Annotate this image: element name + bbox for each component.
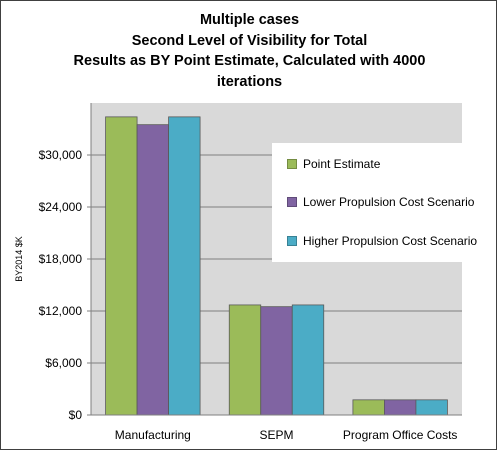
bars xyxy=(105,116,448,416)
legend-label-lower-propulsion: Lower Propulsion Cost Scenario xyxy=(303,195,475,209)
y-tick-label: $12,000 xyxy=(39,304,83,318)
bar-sepm-series-3 xyxy=(291,304,325,416)
bar-manufacturing-series-1 xyxy=(105,116,138,416)
y-tick-label: $18,000 xyxy=(39,252,83,266)
x-tick-label: SEPM xyxy=(259,428,293,442)
x-tick-label: Program Office Costs xyxy=(343,428,457,442)
legend: Point Estimate Lower Propulsion Cost Sce… xyxy=(272,143,484,262)
title-line-2: Second Level of Visibility for Total xyxy=(131,32,368,49)
y-tick-label: $30,000 xyxy=(39,148,83,162)
bar-program-office-costs-series-2 xyxy=(384,399,417,416)
legend-swatch-lower-propulsion xyxy=(287,197,297,207)
bar-sepm-series-2 xyxy=(260,306,293,416)
bar-program-office-costs-series-3 xyxy=(415,399,448,416)
bar-sepm-series-1 xyxy=(228,304,262,416)
bar-program-office-costs-series-1 xyxy=(352,399,385,416)
y-tick-label: $24,000 xyxy=(39,200,83,214)
legend-swatch-point-estimate xyxy=(287,159,297,169)
x-axis-ticks: Manufacturing SEPM Program Office Costs xyxy=(91,414,462,442)
chart-title: Multiple cases Second Level of Visibilit… xyxy=(1,10,497,92)
x-tick-label: Manufacturing xyxy=(115,428,191,442)
legend-item-higher-propulsion: Higher Propulsion Cost Scenario xyxy=(287,233,477,249)
title-line-4: iterations xyxy=(216,73,283,90)
y-tick-label: $6,000 xyxy=(45,356,82,370)
legend-label-point-estimate: Point Estimate xyxy=(303,157,381,171)
legend-item-lower-propulsion: Lower Propulsion Cost Scenario xyxy=(287,194,474,210)
y-tick-label: $0 xyxy=(69,408,83,422)
legend-swatch-higher-propulsion xyxy=(287,236,297,246)
title-line-1: Multiple cases xyxy=(199,12,300,28)
bar-manufacturing-series-3 xyxy=(168,116,201,416)
bar-manufacturing-series-2 xyxy=(136,124,169,416)
title-line-3: Results as BY Point Estimate, Calculated… xyxy=(73,53,426,69)
legend-label-higher-propulsion: Higher Propulsion Cost Scenario xyxy=(303,234,478,248)
y-axis-ticks: $0 $6,000 $12,000 $18,000 $24,000 $30,000 xyxy=(39,103,92,422)
legend-item-point-estimate: Point Estimate xyxy=(287,156,380,172)
y-axis-label: BY2014 $K xyxy=(14,236,24,282)
